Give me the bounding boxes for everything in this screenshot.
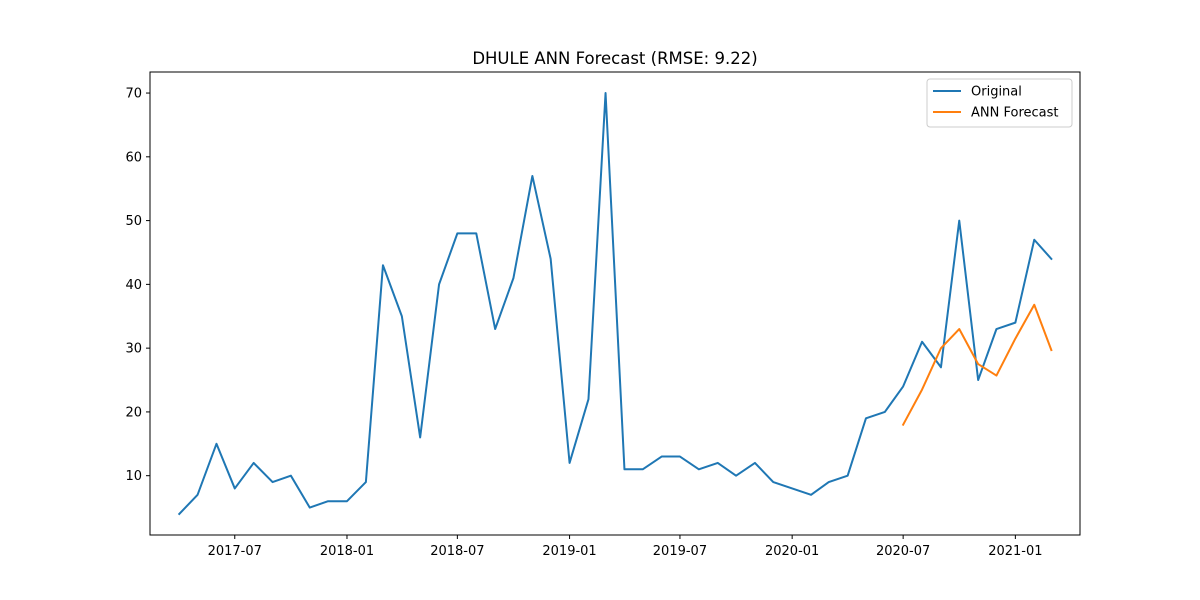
x-tick-label: 2021-01 (988, 544, 1042, 559)
series-line-original (177, 92, 1053, 516)
axes-layer: 10 20 30 40 50 60 70 2017-07 2018-01 2018-07 2019-… (125, 71, 1081, 559)
x-tick-label: 2020-01 (765, 544, 819, 559)
x-tick-label: 2017-07 (208, 544, 262, 559)
legend-label: Original (971, 85, 1022, 100)
y-tick-label: 70 (125, 87, 142, 102)
y-tick-label: 60 (125, 150, 142, 165)
series-layer (177, 92, 1053, 516)
x-tick-label: 2018-07 (430, 544, 484, 559)
y-tick-label: 10 (125, 469, 142, 484)
x-tick-label: 2019-01 (542, 544, 596, 559)
x-tick-label: 2020-07 (876, 544, 930, 559)
legend: Original ANN Forecast (926, 78, 1073, 128)
chart-title: DHULE ANN Forecast (RMSE: 9.22) (472, 49, 757, 68)
legend-label: ANN Forecast (971, 106, 1058, 121)
x-tick-label: 2018-01 (320, 544, 374, 559)
y-tick-label: 40 (125, 278, 142, 293)
legend-box (926, 78, 1073, 128)
x-tick-label: 2019-07 (653, 544, 707, 559)
series-line-ann-forecast (901, 303, 1053, 427)
y-tick-label: 50 (125, 214, 142, 229)
axes-frame (149, 71, 1081, 536)
y-tick-label: 20 (125, 405, 142, 420)
y-tick-label: 30 (125, 342, 142, 357)
